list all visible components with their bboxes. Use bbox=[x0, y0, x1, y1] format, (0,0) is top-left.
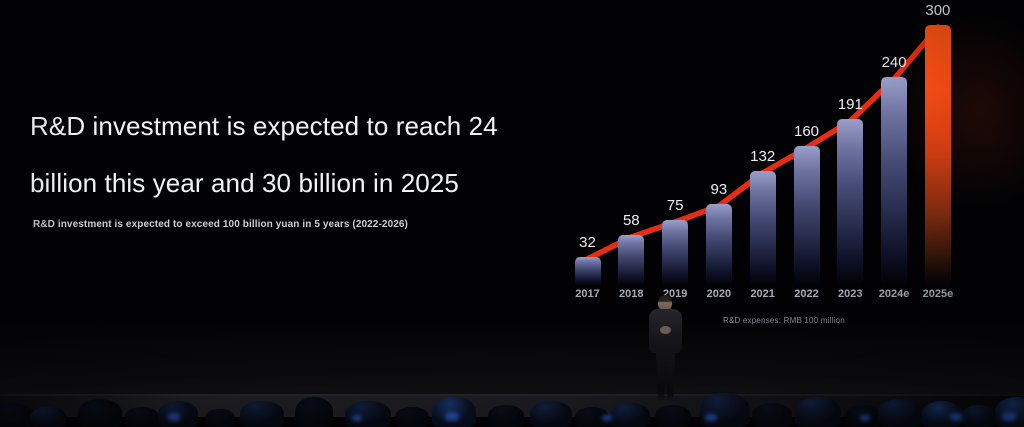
audience-screen-glow bbox=[445, 412, 459, 421]
x-axis-label-2024e: 2024e bbox=[878, 288, 910, 300]
x-axis-label-2022: 2022 bbox=[794, 288, 819, 300]
audience-screen-glow bbox=[950, 413, 962, 421]
bar-value-label: 75 bbox=[666, 197, 684, 214]
audience-head bbox=[205, 409, 235, 427]
bar-value-label: 58 bbox=[622, 212, 640, 229]
audience-head bbox=[878, 399, 922, 427]
audience-screen-glow bbox=[705, 414, 717, 421]
bar-value-label: 32 bbox=[579, 234, 596, 251]
x-axis-label-2017: 2017 bbox=[575, 288, 600, 300]
audience-head bbox=[795, 397, 841, 427]
audience-head bbox=[655, 405, 691, 427]
bar-value-label: 300 bbox=[925, 2, 951, 19]
audience-head bbox=[962, 405, 996, 427]
audience-screen-glow bbox=[602, 415, 612, 421]
stage-backwall bbox=[0, 318, 1024, 396]
bar-value-label: 132 bbox=[750, 148, 776, 165]
bar-value-label: 93 bbox=[710, 181, 728, 198]
audience-head bbox=[488, 405, 524, 427]
bar-2022 bbox=[793, 146, 820, 285]
audience-screen-glow bbox=[168, 413, 180, 421]
audience-head bbox=[295, 397, 333, 427]
audience-head bbox=[752, 403, 792, 427]
audience-head bbox=[240, 401, 284, 427]
slide-title-line-1: R&D investment is expected to reach 24 bbox=[30, 111, 498, 141]
speaker-silhouette bbox=[646, 295, 686, 405]
x-axis-label-2023: 2023 bbox=[838, 288, 863, 300]
bar-value-label: 191 bbox=[837, 96, 863, 113]
audience-screen-glow bbox=[860, 415, 870, 421]
slide-title-line-2: billion this year and 30 billion in 2025 bbox=[30, 168, 459, 198]
audience-head bbox=[30, 407, 66, 427]
rd-investment-bar-chart: 32 2017 58 2018 75 2019 93 2020 132 2021 160 2022 19… bbox=[555, 0, 1024, 340]
audience-head bbox=[395, 407, 429, 427]
slide-subtitle: R&D investment is expected to exceed 100… bbox=[33, 219, 408, 230]
bar-2020 bbox=[705, 204, 732, 285]
audience-head bbox=[575, 407, 609, 427]
x-axis-label-2018: 2018 bbox=[619, 288, 644, 300]
audience-head bbox=[530, 401, 572, 427]
audience-screen-glow bbox=[1002, 412, 1016, 421]
x-axis-label-2025e: 2025e bbox=[922, 288, 954, 300]
bar-2025e bbox=[924, 25, 951, 285]
audience-head bbox=[0, 403, 34, 427]
bar-2021 bbox=[749, 171, 776, 285]
speaker-head bbox=[658, 295, 672, 311]
audience-screen-glow bbox=[352, 415, 362, 421]
speaker-hands bbox=[660, 326, 671, 334]
bar-value-label: 240 bbox=[881, 54, 907, 71]
audience-head bbox=[610, 403, 650, 427]
bar-value-label: 160 bbox=[793, 123, 820, 140]
audience-head bbox=[125, 407, 159, 427]
audience-head bbox=[345, 401, 391, 427]
bar-2023 bbox=[837, 119, 864, 285]
x-axis-label-2021: 2021 bbox=[750, 288, 775, 300]
slide-title: R&D investment is expected to reach 24 b… bbox=[30, 98, 498, 212]
bar-2024e bbox=[881, 77, 908, 285]
audience-head bbox=[78, 399, 122, 427]
bar-2019 bbox=[662, 220, 689, 285]
bar-2017 bbox=[574, 257, 601, 285]
audience-head bbox=[700, 393, 750, 427]
bar-2018 bbox=[618, 235, 645, 285]
x-axis-label-2020: 2020 bbox=[706, 288, 732, 300]
